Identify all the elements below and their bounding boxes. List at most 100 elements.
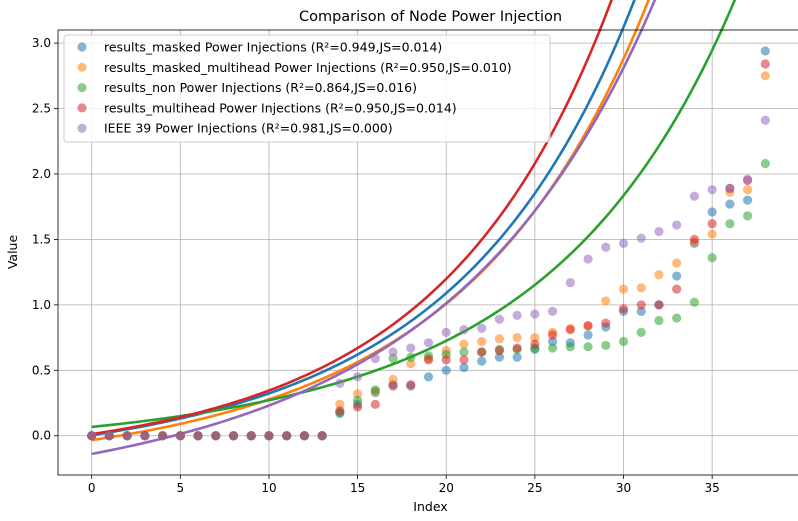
y-axis-label: Value xyxy=(5,235,20,270)
data-point-3 xyxy=(530,339,540,349)
legend-label: results_multihead Power Injections (R²=0… xyxy=(104,100,457,115)
data-point-4 xyxy=(512,310,522,320)
data-point-2 xyxy=(370,385,380,395)
data-point-4 xyxy=(601,242,611,252)
data-point-2 xyxy=(565,342,575,352)
legend-marker xyxy=(77,123,87,133)
legend-label: results_masked_multihead Power Injection… xyxy=(104,60,512,75)
data-point-4 xyxy=(707,185,717,195)
data-point-3 xyxy=(370,399,380,409)
data-point-0 xyxy=(707,207,717,217)
data-point-4 xyxy=(317,431,327,441)
x-tick-label: 30 xyxy=(616,481,631,495)
data-point-4 xyxy=(760,115,770,125)
data-point-3 xyxy=(423,355,434,365)
data-point-0 xyxy=(725,199,735,209)
x-tick-label: 35 xyxy=(704,481,719,495)
data-point-4 xyxy=(672,220,682,230)
data-point-1 xyxy=(459,339,469,349)
x-tick-label: 10 xyxy=(261,481,276,495)
x-tick-label: 25 xyxy=(527,481,542,495)
data-point-1 xyxy=(760,71,770,81)
data-point-1 xyxy=(601,296,611,306)
data-point-4 xyxy=(441,327,451,337)
x-tick-label: 20 xyxy=(439,481,454,495)
x-tick-label: 5 xyxy=(176,481,184,495)
data-point-3 xyxy=(477,347,487,357)
data-point-3 xyxy=(441,355,451,365)
data-point-3 xyxy=(618,304,629,314)
data-point-2 xyxy=(689,297,700,307)
data-point-3 xyxy=(512,343,522,353)
data-point-1 xyxy=(672,258,682,268)
data-point-3 xyxy=(636,300,646,310)
data-point-2 xyxy=(352,395,363,405)
data-point-4 xyxy=(423,338,434,348)
data-point-3 xyxy=(547,330,558,340)
data-point-4 xyxy=(477,323,487,334)
data-point-1 xyxy=(512,332,522,343)
legend-marker xyxy=(77,42,87,52)
data-point-0 xyxy=(547,336,558,347)
data-point-1 xyxy=(388,374,398,385)
data-point-2 xyxy=(583,342,593,352)
data-point-4 xyxy=(530,309,540,319)
data-point-3 xyxy=(583,321,593,331)
data-point-2 xyxy=(547,343,558,353)
data-point-0 xyxy=(512,352,522,362)
data-point-4 xyxy=(228,431,239,441)
data-point-4 xyxy=(193,431,203,441)
data-point-0 xyxy=(672,271,682,281)
data-point-3 xyxy=(565,325,575,335)
data-point-0 xyxy=(441,365,451,375)
data-point-0 xyxy=(742,195,753,205)
legend-label: results_masked Power Injections (R²=0.94… xyxy=(104,40,442,55)
data-point-2 xyxy=(618,336,629,347)
data-point-3 xyxy=(459,355,469,365)
legend: results_masked Power Injections (R²=0.94… xyxy=(63,34,551,143)
data-point-3 xyxy=(352,402,363,412)
data-point-1 xyxy=(618,284,629,294)
data-point-4 xyxy=(87,431,97,441)
data-point-3 xyxy=(672,284,682,294)
data-point-1 xyxy=(406,359,416,369)
data-point-2 xyxy=(388,353,398,364)
data-point-3 xyxy=(388,381,398,391)
data-point-2 xyxy=(742,211,753,221)
chart-title: Comparison of Node Power Injection xyxy=(299,9,562,25)
fit-curves xyxy=(91,0,737,456)
y-tick-label: 0.0 xyxy=(32,429,51,443)
data-point-0 xyxy=(477,356,487,366)
data-point-4 xyxy=(299,431,310,441)
data-point-1 xyxy=(477,336,487,347)
data-point-4 xyxy=(583,254,593,264)
data-point-4 xyxy=(565,278,575,288)
data-point-4 xyxy=(246,431,256,441)
data-point-2 xyxy=(654,315,664,326)
fit-curve-3 xyxy=(91,0,613,436)
x-tick-label: 0 xyxy=(88,481,96,495)
y-axis-ticks: 0.0 0.5 1.0 1.5 2.0 2.5 3.0 xyxy=(32,36,58,443)
data-point-1 xyxy=(494,334,505,344)
legend-label: IEEE 39 Power Injections (R²=0.981,JS=0.… xyxy=(104,121,393,136)
data-point-4 xyxy=(742,174,753,184)
x-tick-label: 15 xyxy=(350,481,365,495)
data-point-4 xyxy=(689,191,700,201)
data-point-1 xyxy=(654,270,664,280)
data-point-2 xyxy=(459,347,469,357)
data-point-4 xyxy=(264,431,274,441)
data-point-1 xyxy=(742,185,753,195)
data-point-1 xyxy=(530,332,540,343)
data-point-4 xyxy=(370,353,380,364)
data-point-1 xyxy=(707,229,717,239)
legend-marker xyxy=(77,83,87,93)
data-point-3 xyxy=(707,219,717,229)
data-point-4 xyxy=(636,233,646,243)
y-tick-label: 1.0 xyxy=(32,298,51,312)
data-point-0 xyxy=(494,352,505,362)
data-point-4 xyxy=(104,431,115,441)
data-point-2 xyxy=(725,219,735,229)
data-point-4 xyxy=(494,314,505,324)
data-point-3 xyxy=(406,380,416,390)
x-axis-label: Index xyxy=(413,499,447,514)
